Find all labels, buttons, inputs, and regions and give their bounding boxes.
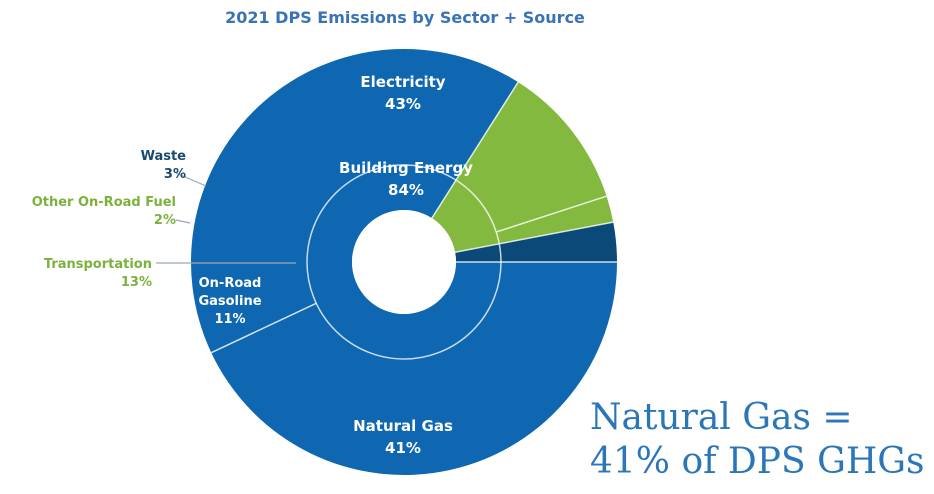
slice-border — [431, 179, 457, 219]
inner-slice-waste — [455, 243, 501, 262]
outer-slice-other-on-road-fuel — [496, 196, 614, 244]
label-electricity: Electricity 43% — [360, 73, 445, 113]
slice-border — [496, 195, 607, 233]
label-on-road-gasoline: On-Road Gasoline 11% — [198, 276, 261, 327]
slice-border — [455, 81, 519, 181]
outer-slice-electricity — [211, 262, 617, 476]
leader-other-on-road-fuel — [175, 219, 191, 224]
slice-border — [454, 243, 500, 253]
label-waste: Waste 3% — [141, 149, 187, 182]
inner-slice-building-energy — [307, 164, 501, 359]
donut-hole — [352, 210, 456, 314]
slice-border — [210, 302, 317, 354]
leader-waste — [175, 172, 207, 187]
inner-slice-transportation — [431, 180, 500, 253]
inner-ring — [307, 164, 501, 359]
ring-divider — [306, 164, 502, 360]
label-transportation: Transportation 13% — [44, 257, 152, 290]
natural-gas-callout: Natural Gas = 41% of DPS GHGs — [590, 396, 924, 484]
outer-ring — [191, 49, 617, 476]
outer-slice-waste — [499, 222, 617, 262]
leader-lines — [156, 172, 296, 264]
chart-title: 2021 DPS Emissions by Sector + Source — [225, 8, 585, 27]
callout-line-2: 41% of DPS GHGs — [590, 441, 925, 482]
label-natural-gas: Natural Gas 41% — [353, 417, 453, 457]
slice-labels: Electricity 43% Building Energy 84% Natural … — [32, 73, 473, 457]
slice-border — [499, 221, 614, 245]
outer-slice-natural-gas — [191, 49, 519, 353]
label-other-on-road-fuel: Other On-Road Fuel 2% — [32, 195, 176, 228]
slice-borders — [210, 81, 617, 354]
outer-slice-on-road-gasoline — [455, 82, 607, 233]
callout-line-1: Natural Gas = — [590, 397, 853, 438]
label-building-energy: Building Energy 84% — [339, 159, 473, 199]
